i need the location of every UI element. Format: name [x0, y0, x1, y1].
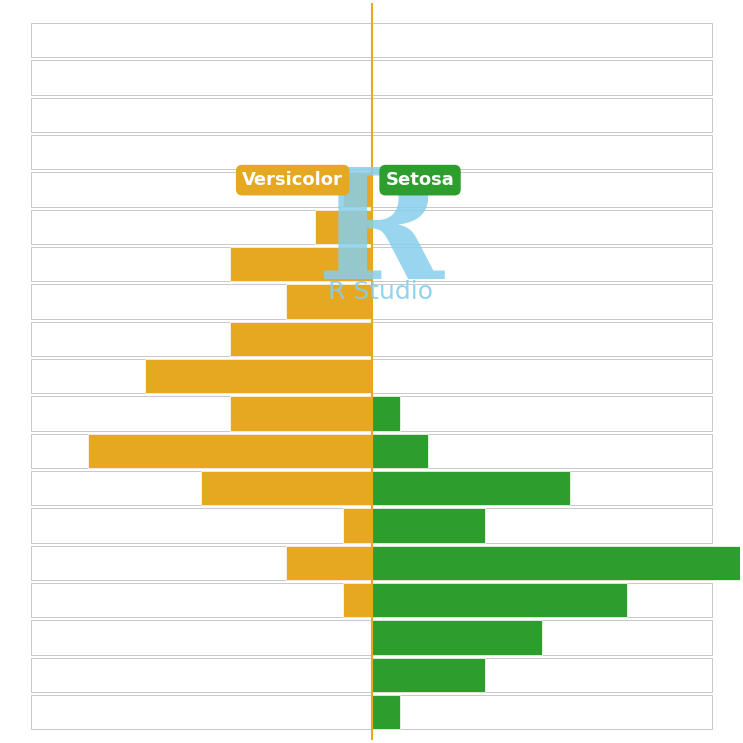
Bar [372, 508, 485, 542]
Bar [372, 434, 712, 468]
Bar [31, 695, 372, 730]
Bar [372, 247, 712, 282]
Text: Setosa: Setosa [386, 171, 455, 189]
Bar [31, 135, 372, 169]
Bar [372, 583, 627, 617]
Bar [372, 396, 400, 431]
Bar [372, 210, 712, 244]
Bar [372, 620, 542, 655]
Bar [31, 471, 372, 505]
Bar [31, 434, 372, 468]
Bar [31, 396, 372, 431]
Bar [372, 695, 712, 730]
Bar [343, 583, 372, 617]
Bar [31, 247, 372, 282]
Bar [372, 695, 400, 730]
Bar [372, 508, 712, 542]
Bar [372, 620, 712, 655]
Bar [31, 60, 372, 94]
Bar [372, 471, 712, 505]
Bar [286, 285, 372, 319]
Bar [315, 210, 372, 244]
Bar [372, 60, 712, 94]
Bar [372, 583, 712, 617]
Bar [31, 359, 372, 393]
Bar [145, 359, 372, 393]
Bar [31, 508, 372, 542]
Bar [343, 172, 372, 207]
Bar [372, 97, 712, 132]
Bar [372, 545, 712, 580]
Bar [343, 508, 372, 542]
Bar [31, 620, 372, 655]
Bar [31, 583, 372, 617]
Bar [372, 23, 712, 57]
Bar [372, 285, 712, 319]
Bar [31, 285, 372, 319]
Bar [230, 396, 372, 431]
Bar [372, 135, 712, 169]
Bar [372, 172, 712, 207]
Bar [372, 396, 712, 431]
Bar [88, 434, 372, 468]
Bar [31, 545, 372, 580]
Bar [230, 247, 372, 282]
Bar [372, 322, 712, 356]
Bar [372, 434, 428, 468]
Bar [372, 658, 712, 692]
Bar [201, 471, 372, 505]
Bar [31, 23, 372, 57]
Text: Versicolor: Versicolor [242, 171, 343, 189]
Bar [372, 471, 570, 505]
Bar [31, 97, 372, 132]
Bar [372, 658, 485, 692]
Bar [31, 172, 372, 207]
Bar [286, 545, 372, 580]
Text: R: R [317, 162, 444, 311]
Bar [372, 545, 743, 580]
Bar [31, 210, 372, 244]
Bar [31, 322, 372, 356]
Bar [230, 322, 372, 356]
Bar [372, 359, 712, 393]
Text: R Studio: R Studio [328, 280, 432, 304]
Bar [31, 658, 372, 692]
